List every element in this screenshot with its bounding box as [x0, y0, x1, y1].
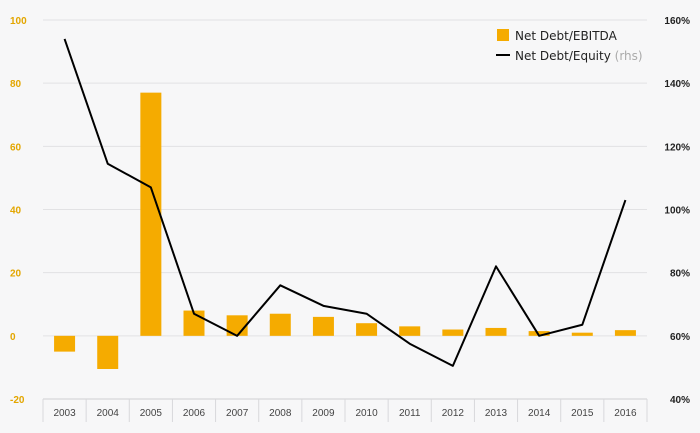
- left-y-tick-label: -20: [10, 395, 25, 406]
- left-y-tick-label: 20: [10, 269, 22, 280]
- bar: [356, 323, 378, 336]
- legend: Net Debt/EBITDA Net Debt/Equity (rhs): [496, 29, 643, 63]
- x-axis: 2003 2004 2005 2006 2007 2008 2009 2010 2011 2012…: [42, 398, 648, 422]
- line-series: [63, 38, 627, 367]
- x-tick-label: 2016: [614, 408, 637, 419]
- right-y-tick-label: 60%: [670, 332, 690, 343]
- x-tick-label: 2003: [53, 408, 76, 419]
- bar: [528, 331, 550, 336]
- bar: [571, 332, 593, 336]
- left-y-axis: -20 0 20 40 60 80 100: [10, 16, 27, 406]
- left-y-tick-label: 0: [10, 332, 16, 343]
- x-tick-label: 2006: [183, 408, 206, 419]
- right-y-tick-label: 140%: [664, 79, 690, 90]
- left-y-tick-label: 80: [10, 79, 22, 90]
- bar: [399, 326, 421, 336]
- legend-rhs-note: (rhs): [615, 49, 643, 63]
- x-tick-label: 2012: [442, 408, 465, 419]
- x-tick-label: 2014: [528, 408, 551, 419]
- legend-line-label: Net Debt/Equity (rhs): [515, 49, 643, 63]
- bar: [485, 327, 507, 336]
- bar: [442, 329, 464, 336]
- right-y-tick-label: 80%: [670, 269, 690, 280]
- x-tick-label: 2008: [269, 408, 292, 419]
- x-tick-label: 2005: [140, 408, 163, 419]
- bar: [269, 313, 291, 336]
- bar: [97, 335, 119, 369]
- x-tick-label: 2015: [571, 408, 594, 419]
- bar: [614, 330, 636, 336]
- bar-series: [54, 92, 636, 369]
- right-y-tick-label: 100%: [664, 206, 690, 217]
- legend-line-name: Net Debt/Equity: [515, 49, 611, 63]
- legend-bar-label: Net Debt/EBITDA: [515, 29, 618, 43]
- x-tick-label: 2009: [312, 408, 335, 419]
- right-y-axis: 40% 60% 80% 100% 120% 140% 160%: [664, 16, 690, 406]
- left-y-tick-label: 100: [10, 16, 27, 27]
- bar: [54, 335, 76, 352]
- legend-bar-swatch: [497, 29, 509, 41]
- x-tick-label: 2011: [399, 408, 421, 419]
- bar: [140, 92, 162, 336]
- x-tick-label: 2010: [355, 408, 378, 419]
- bar: [312, 316, 334, 336]
- right-y-tick-label: 160%: [664, 16, 690, 27]
- x-tick-label: 2013: [485, 408, 508, 419]
- left-y-tick-label: 40: [10, 206, 22, 217]
- x-tick-label: 2007: [226, 408, 249, 419]
- left-y-tick-label: 60: [10, 142, 22, 153]
- right-y-tick-label: 40%: [670, 395, 690, 406]
- x-tick-label: 2004: [97, 408, 120, 419]
- right-y-tick-label: 120%: [664, 142, 690, 153]
- series-line: [63, 38, 627, 367]
